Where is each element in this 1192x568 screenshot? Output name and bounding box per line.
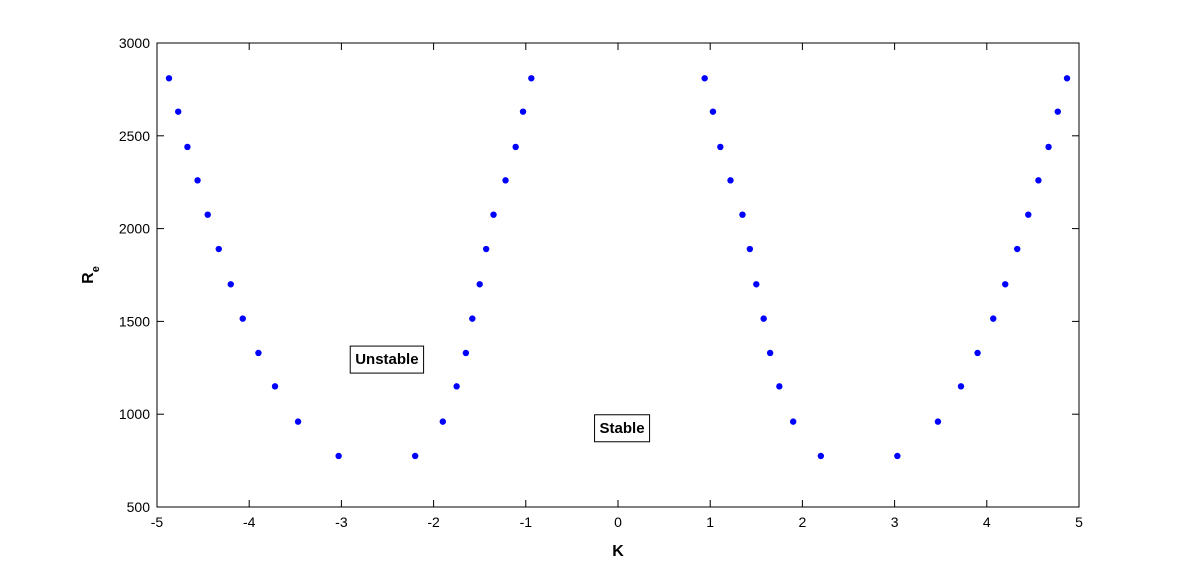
y-axis-title: Re — [80, 266, 102, 284]
data-point — [502, 177, 509, 184]
x-tick-label: 2 — [799, 514, 807, 530]
annotation: Stable — [594, 414, 651, 443]
annotation: Unstable — [349, 345, 425, 374]
x-tick-label: 4 — [983, 514, 991, 530]
x-tick-label: -3 — [335, 514, 348, 530]
data-point — [255, 349, 262, 357]
data-point — [476, 281, 483, 288]
data-point — [528, 75, 535, 82]
data-point — [165, 75, 173, 82]
data-point — [335, 452, 342, 460]
data-point — [175, 108, 182, 115]
data-point — [957, 383, 965, 390]
data-point — [482, 245, 490, 253]
x-tick-label: 5 — [1075, 514, 1083, 530]
data-point — [294, 418, 302, 425]
x-tick-label: 1 — [706, 514, 714, 530]
data-point — [1045, 143, 1052, 151]
y-tick-label: 3000 — [119, 35, 150, 51]
data-point — [1025, 211, 1032, 218]
data-point — [215, 245, 222, 253]
data-point — [519, 108, 527, 115]
data-point — [411, 452, 419, 460]
data-point — [739, 211, 746, 218]
x-tick-label: -4 — [243, 514, 256, 530]
y-axis-title-subscript: e — [90, 266, 102, 272]
data-point — [974, 349, 981, 357]
data-point — [766, 349, 774, 357]
annotation-box — [349, 345, 425, 374]
data-point — [1035, 177, 1042, 184]
annotation-box — [594, 414, 651, 443]
y-tick-label: 1000 — [119, 406, 150, 422]
data-point — [184, 143, 191, 151]
y-axis-title-main: R — [80, 272, 97, 284]
data-point — [727, 177, 734, 184]
data-point — [462, 349, 470, 357]
data-point — [753, 281, 760, 288]
data-point — [990, 315, 997, 322]
x-tick-label: -5 — [151, 514, 164, 530]
y-tick-label: 500 — [127, 499, 151, 515]
data-point — [709, 108, 717, 115]
y-tick-label: 2000 — [119, 221, 150, 237]
data-point — [776, 383, 783, 390]
x-tick-label: -2 — [427, 514, 440, 530]
data-point — [746, 245, 754, 253]
data-point — [1063, 75, 1071, 82]
data-point — [271, 383, 279, 390]
data-points — [165, 75, 1071, 460]
x-tick-label: 0 — [614, 514, 622, 530]
data-point — [760, 315, 767, 322]
axis-ticks: -5 -4 -3 -2 -1 0 1 2 3 4 5 500 1000 1500 2000 2500 3000 — [119, 35, 1083, 530]
y-tick-label: 1500 — [119, 313, 150, 329]
data-point — [894, 452, 901, 460]
data-point — [1002, 281, 1009, 288]
x-axis-title: K — [612, 543, 624, 560]
annotation-text: Stable — [600, 420, 645, 437]
data-point — [817, 452, 825, 460]
data-point — [204, 211, 211, 218]
data-point — [1054, 108, 1061, 115]
data-point — [717, 143, 724, 151]
x-tick-label: -1 — [520, 514, 533, 530]
data-point — [1014, 245, 1021, 253]
data-point — [469, 315, 476, 322]
annotations: Unstable Stable — [349, 345, 651, 443]
y-tick-label: 2500 — [119, 128, 150, 144]
data-point — [490, 211, 497, 218]
data-point — [239, 315, 246, 322]
data-point — [701, 75, 708, 82]
data-point — [439, 418, 447, 425]
data-point — [934, 418, 942, 425]
data-point — [194, 177, 201, 184]
data-point — [789, 418, 797, 425]
data-point — [227, 281, 234, 288]
x-tick-label: 3 — [891, 514, 899, 530]
data-point — [512, 143, 519, 151]
data-point — [453, 383, 460, 390]
annotation-text: Unstable — [355, 351, 418, 368]
